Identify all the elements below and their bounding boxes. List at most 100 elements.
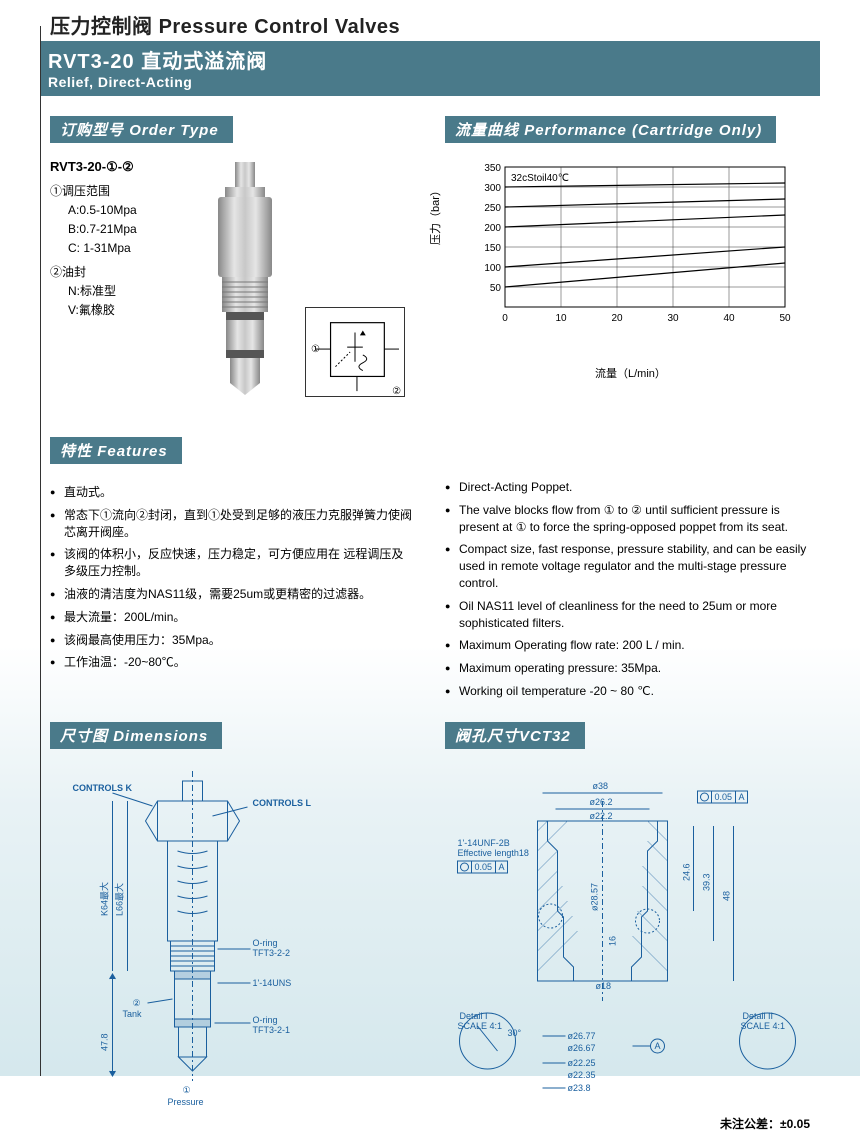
svg-text:TFT3-2-2: TFT3-2-2 xyxy=(253,948,291,958)
svg-text:150: 150 xyxy=(484,243,501,254)
svg-text:200: 200 xyxy=(484,223,501,234)
svg-text:ø38: ø38 xyxy=(593,781,609,791)
section-dimensions: 尺寸图 Dimensions xyxy=(50,722,222,749)
banner-cn: RVT3-20 直动式溢流阀 xyxy=(48,45,812,74)
svg-text:250: 250 xyxy=(484,203,501,214)
cavity-drawing-svg: ø38 ø26.2 ø22.2 0.05 A xyxy=(445,771,810,1111)
page: 压力控制阀 Pressure Control Valves RVT3-20 直动… xyxy=(0,0,860,1142)
svg-text:100: 100 xyxy=(484,263,501,274)
perf-column: 流量曲线 Performance (Cartridge Only) 压力（bar… xyxy=(445,116,810,427)
svg-text:ø28.57: ø28.57 xyxy=(590,883,600,911)
feat-en-item: The valve blocks flow from ① to ② until … xyxy=(445,502,810,536)
feat-cn-item: 最大流量：200L/min。 xyxy=(50,609,415,626)
svg-text:30: 30 xyxy=(667,313,679,324)
performance-chart: 压力（bar） xyxy=(465,157,805,357)
chart-ylabel: 压力（bar） xyxy=(427,185,443,245)
title-banner: RVT3-20 直动式溢流阀 Relief, Direct-Acting xyxy=(40,41,820,96)
svg-text:L66最大: L66最大 xyxy=(114,883,125,916)
svg-text:0.05: 0.05 xyxy=(475,862,493,872)
category-title: 压力控制阀 Pressure Control Valves xyxy=(50,10,810,39)
cavity-drawing: ø38 ø26.2 ø22.2 0.05 A xyxy=(445,771,810,1111)
svg-text:①: ① xyxy=(311,344,320,355)
svg-text:10: 10 xyxy=(555,313,567,324)
svg-text:ø22.2: ø22.2 xyxy=(590,811,613,821)
svg-text:40: 40 xyxy=(723,313,735,324)
svg-text:0.05: 0.05 xyxy=(715,792,733,802)
svg-text:ø26.77: ø26.77 xyxy=(568,1031,596,1041)
svg-text:47.8: 47.8 xyxy=(100,1033,110,1051)
svg-text:350: 350 xyxy=(484,163,501,174)
cavity-col: 阀孔尺寸VCT32 xyxy=(445,722,810,1132)
dimensions-drawing: CONTROLS K CONTROLS L K64最大 L66最大 O-ring… xyxy=(50,771,415,1111)
svg-text:ø26.67: ø26.67 xyxy=(568,1043,596,1053)
svg-text:②: ② xyxy=(133,998,141,1008)
dimensions-col: 尺寸图 Dimensions xyxy=(50,722,415,1132)
svg-text:Tank: Tank xyxy=(123,1009,143,1019)
row-order-perf: 订购型号 Order Type RVT3-20-①-② ①调压范围 A:0.5-… xyxy=(50,116,810,427)
valve-photo xyxy=(190,157,300,397)
section-order: 订购型号 Order Type xyxy=(50,116,233,143)
feat-cn-item: 常态下①流向②封闭，直到①处受到足够的液压力克服弹簧力使阀芯离开阀座。 xyxy=(50,507,415,541)
svg-text:SCALE 4:1: SCALE 4:1 xyxy=(741,1021,786,1031)
features-cn-list: 直动式。 常态下①流向②封闭，直到①处受到足够的液压力克服弹簧力使阀芯离开阀座。… xyxy=(50,484,415,671)
feat-en-item: Maximum operating pressure: 35Mpa. xyxy=(445,660,810,677)
feat-en-item: Direct-Acting Poppet. xyxy=(445,479,810,496)
svg-text:16: 16 xyxy=(608,936,618,946)
svg-text:TFT3-2-1: TFT3-2-1 xyxy=(253,1025,291,1035)
svg-text:Detail II: Detail II xyxy=(743,1011,774,1021)
order-block: RVT3-20-①-② ①调压范围 A:0.5-10Mpa B:0.7-21Mp… xyxy=(50,157,415,427)
svg-text:50: 50 xyxy=(779,313,791,324)
svg-text:24.6: 24.6 xyxy=(682,863,692,881)
svg-text:②: ② xyxy=(392,386,401,397)
svg-text:CONTROLS K: CONTROLS K xyxy=(73,783,133,793)
hydraulic-schematic: ① ② xyxy=(305,307,405,397)
features-en-col: Direct-Acting Poppet. The valve blocks f… xyxy=(445,437,810,706)
category-cn: 压力控制阀 xyxy=(50,16,153,38)
svg-text:O-ring: O-ring xyxy=(253,938,278,948)
svg-text:①: ① xyxy=(183,1085,191,1095)
feat-cn-item: 该阀最高使用压力：35Mpa。 xyxy=(50,632,415,649)
svg-text:A: A xyxy=(499,862,505,872)
section-features: 特性 Features xyxy=(50,437,182,464)
svg-text:A: A xyxy=(655,1041,661,1051)
features-en-list: Direct-Acting Poppet. The valve blocks f… xyxy=(445,479,810,700)
svg-text:ø22.25: ø22.25 xyxy=(568,1058,596,1068)
svg-text:ø26.2: ø26.2 xyxy=(590,797,613,807)
section-cavity: 阀孔尺寸VCT32 xyxy=(445,722,585,749)
feat-en-item: Working oil temperature -20 ~ 80 ℃. xyxy=(445,683,810,700)
svg-text:39.3: 39.3 xyxy=(702,873,712,891)
svg-text:300: 300 xyxy=(484,183,501,194)
row-features: 特性 Features 直动式。 常态下①流向②封闭，直到①处受到足够的液压力克… xyxy=(50,437,810,706)
svg-text:Pressure: Pressure xyxy=(168,1097,204,1107)
banner-en: Relief, Direct-Acting xyxy=(48,74,812,90)
svg-text:0: 0 xyxy=(502,313,508,324)
svg-text:50: 50 xyxy=(490,283,502,294)
category-en: Pressure Control Valves xyxy=(159,16,401,38)
svg-text:48: 48 xyxy=(722,891,732,901)
feat-cn-item: 工作油温：-20~80℃。 xyxy=(50,654,415,671)
svg-text:ø18: ø18 xyxy=(596,981,612,991)
tolerance-note: 未注公差：±0.05 xyxy=(445,1115,810,1132)
feat-cn-item: 直动式。 xyxy=(50,484,415,501)
order-column: 订购型号 Order Type RVT3-20-①-② ①调压范围 A:0.5-… xyxy=(50,116,415,427)
svg-text:O-ring: O-ring xyxy=(253,1015,278,1025)
svg-text:A: A xyxy=(739,792,745,802)
valve-drawing-svg: CONTROLS K CONTROLS L K64最大 L66最大 O-ring… xyxy=(50,771,415,1111)
section-perf: 流量曲线 Performance (Cartridge Only) xyxy=(445,116,776,143)
svg-text:ø23.8: ø23.8 xyxy=(568,1083,591,1093)
row-dimensions: 尺寸图 Dimensions xyxy=(50,722,810,1132)
feat-en-item: Oil NAS11 level of cleanliness for the n… xyxy=(445,598,810,632)
svg-text:20: 20 xyxy=(611,313,623,324)
feat-en-item: Compact size, fast response, pressure st… xyxy=(445,541,810,591)
feat-cn-item: 该阀的体积小，反应快速，压力稳定，可方便应用在 远程调压及多级压力控制。 xyxy=(50,546,415,580)
chart-svg: 32cStoil40℃ 350300250 200150100 50 01020… xyxy=(465,157,805,337)
svg-text:K64最大: K64最大 xyxy=(99,882,110,916)
svg-text:1'-14UNF-2B: 1'-14UNF-2B xyxy=(458,838,510,848)
feat-cn-item: 油液的清洁度为NAS11级，需要25um或更精密的过滤器。 xyxy=(50,586,415,603)
svg-text:30°: 30° xyxy=(508,1028,522,1038)
svg-text:CONTROLS L: CONTROLS L xyxy=(253,798,312,808)
vertical-rule xyxy=(40,26,41,1076)
svg-text:ø22.35: ø22.35 xyxy=(568,1070,596,1080)
chart-xlabel: 流量（L/min） xyxy=(595,365,666,381)
svg-text:1'-14UNS: 1'-14UNS xyxy=(253,978,292,988)
